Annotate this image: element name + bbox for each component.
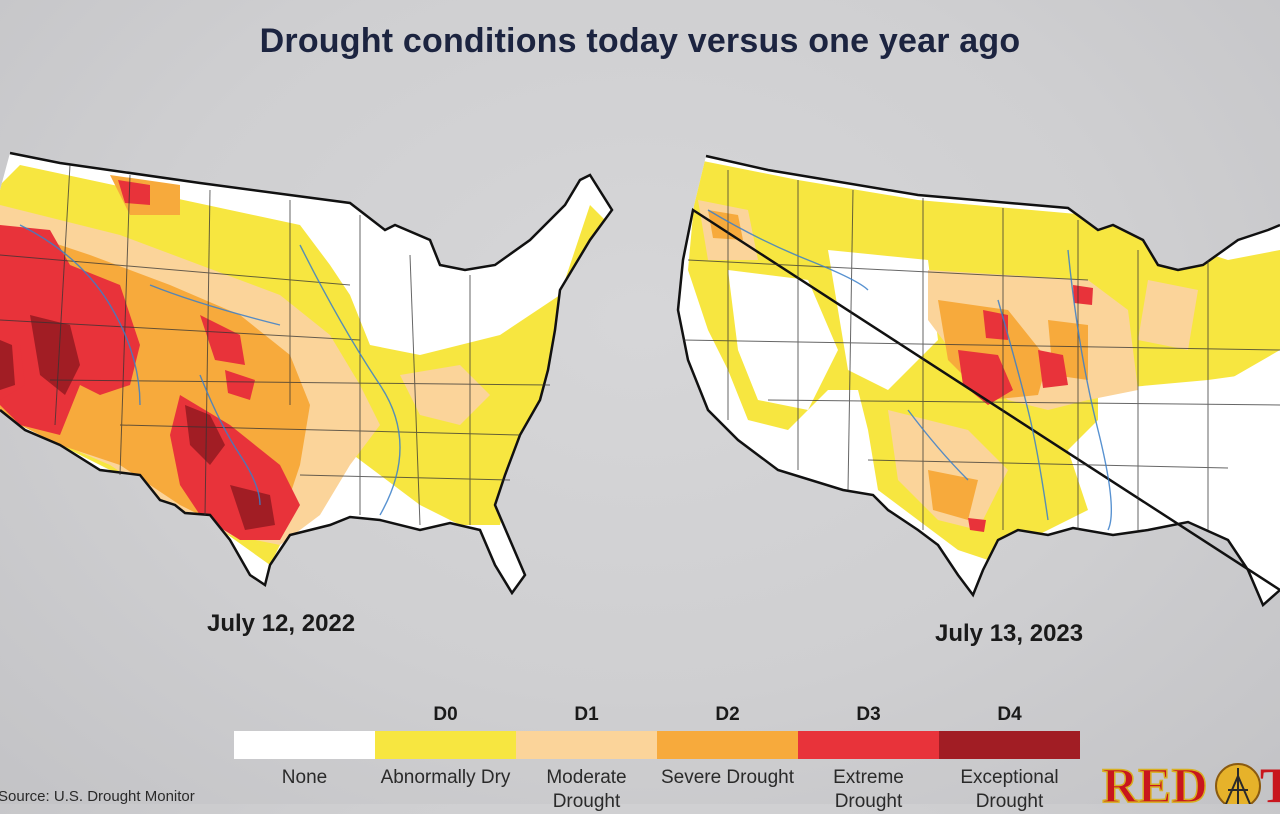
- source-credit: Source: U.S. Drought Monitor: [0, 788, 195, 805]
- legend-code-d0: D0: [433, 704, 458, 725]
- legend-swatch-none: [234, 731, 375, 759]
- map-date-2023: July 13, 2023: [935, 620, 1084, 647]
- legend-label-none: None: [281, 767, 328, 788]
- logo-icon: RED T: [1101, 756, 1280, 804]
- page-title: Drought conditions today versus one year…: [259, 22, 1021, 60]
- legend-code-d1: D1: [574, 704, 599, 725]
- legend-label-d4: Exceptional Drought: [960, 767, 1059, 812]
- legend-code-d4: D4: [997, 704, 1022, 725]
- legend-swatch-d4: [939, 731, 1080, 759]
- svg-text:T: T: [1260, 757, 1280, 804]
- legend-label-d0: Abnormally Dry: [380, 767, 511, 788]
- legend-swatch-d0: [375, 731, 516, 759]
- drought-map-2023: [676, 154, 1280, 608]
- legend-swatch-d3: [798, 731, 939, 759]
- legend-swatch-d1: [516, 731, 657, 759]
- drought-legend: D0 D1 D2 D3 D4 None Abnormally Dry Moder…: [234, 700, 1080, 812]
- legend-code-d2: D2: [715, 704, 740, 725]
- legend-label-d1: Moderate Drought: [546, 767, 627, 812]
- legend-label-d3: Extreme Drought: [833, 767, 904, 812]
- legend-swatch-d2: [657, 731, 798, 759]
- logo-text: RED: [1102, 757, 1208, 804]
- legend-label-d2: Severe Drought: [660, 767, 795, 788]
- map-date-2022: July 12, 2022: [207, 610, 356, 637]
- legend-code-d3: D3: [856, 704, 881, 725]
- drought-map-2022: [0, 151, 614, 595]
